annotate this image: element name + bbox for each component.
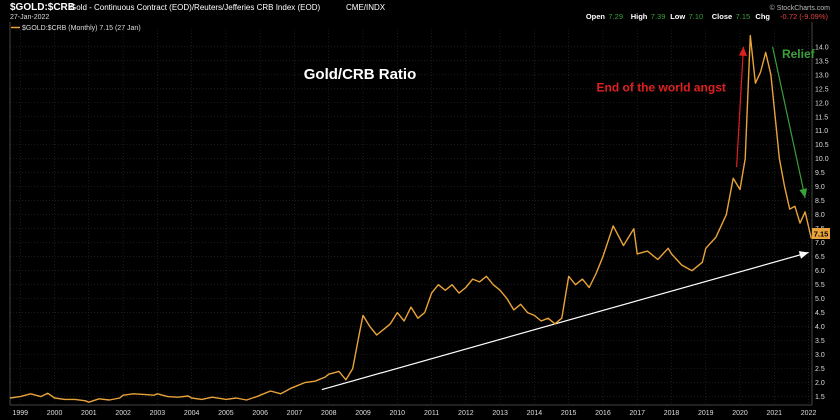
series [9,34,812,403]
x-tick-label: 2012 [458,410,474,417]
stat-value: 7.10 [689,12,704,21]
y-tick-label: 11.0 [815,128,828,135]
y-tick-label: 14.0 [815,44,829,51]
x-tick-label: 2011 [424,410,439,417]
y-tick-label: 13.0 [815,72,829,79]
x-tick-label: 2002 [115,410,131,417]
x-tick-label: 2001 [81,410,97,417]
y-tick-label: 10.5 [815,142,829,149]
y-tick-label: 3.0 [815,352,825,359]
x-tick-label: 2016 [595,410,611,417]
y-tick-label: 7.0 [815,240,825,247]
x-tick-label: 2006 [252,410,268,417]
y-tick-label: 9.0 [815,184,825,191]
y-tick-label: 5.0 [815,296,825,303]
x-tick-label: 1999 [12,410,28,417]
legend-label: $GOLD:$CRB (Monthly) 7.15 (27 Jan) [22,25,141,32]
y-axis: 1.52.02.53.03.54.04.55.05.56.06.57.07.58… [815,44,829,401]
y-tick-label: 6.5 [815,254,825,261]
watermark-label: © StockCharts.com [770,4,831,12]
y-tick-label: 8.5 [815,198,825,205]
y-tick-label: 4.5 [815,310,825,317]
x-tick-label: 2013 [492,410,508,417]
x-tick-label: 2017 [629,410,645,417]
arrow-head [799,188,808,198]
x-tick-label: 2021 [767,410,783,417]
y-tick-label: 11.5 [815,114,828,121]
x-tick-label: 2008 [321,410,337,417]
y-tick-label: 1.5 [815,394,825,401]
stat-label: Close [712,12,732,21]
arrows [321,46,809,391]
y-tick-label: 12.5 [815,86,829,93]
y-tick-label: 2.5 [815,366,825,373]
arrow-line [321,251,809,391]
annotation-label: Relief [782,47,816,61]
x-tick-label: 2004 [184,410,200,417]
y-tick-label: 8.0 [815,212,825,219]
y-tick-label: 5.5 [815,282,825,289]
x-tick-label: 2015 [561,410,577,417]
chart-title: Gold/CRB Ratio [304,66,417,83]
x-tick-label: 2018 [664,410,680,417]
x-tick-label: 2000 [47,410,63,417]
arrow-head [738,46,747,57]
y-tick-label: 3.5 [815,338,825,345]
ohlc-stats: -0.72 (-9.09%) Chg 7.15 Close 7.10 Low 7.39Hig… [586,12,829,21]
annotation-label: End of the world angst [597,81,726,95]
x-tick-label: 2009 [355,410,371,417]
y-tick-label: 10.0 [815,156,829,163]
x-tick-label: 2005 [218,410,234,417]
x-tick-label: 2010 [390,410,406,417]
arrow-line [771,46,806,199]
stat-value: 7.15 [736,12,751,21]
stat-label: High [631,12,648,21]
description-label: Gold - Continuous Contract (EOD)/Reuters… [70,3,321,12]
x-axis: 1999 2000 2001 2002 2003 2004 2005 2006 2007 2008… [12,410,816,417]
y-tick-label: 4.0 [815,324,825,331]
y-tick-label: 13.5 [815,58,829,65]
annotations: End of the world angst Relief [597,47,816,95]
y-tick-label: 6.0 [815,268,825,275]
y-tick-label: 2.0 [815,380,825,387]
stat-value: 7.39 [651,12,666,21]
last-value-box [812,228,830,239]
y-tick-label: 12.0 [815,100,829,107]
arrow-head [798,251,809,259]
arrow-line [735,46,745,168]
symbol-label: $GOLD:$CRB [10,2,75,13]
stat-value: 7.29 [608,12,623,21]
x-tick-label: 2014 [527,410,543,417]
x-tick-label: 2019 [698,410,714,417]
x-tick-label: 2003 [150,410,166,417]
x-tick-label: 2022 [801,410,817,417]
stat-label: Chg [755,12,770,21]
grid [10,30,812,405]
x-tick-label: 2020 [732,410,748,417]
ratio-line [9,34,812,403]
y-tick-label: 9.5 [815,170,825,177]
stat-label: Open [586,12,606,21]
last-value-label: 7.15 [814,230,829,239]
x-tick-label: 2007 [287,410,303,417]
exchange-label: CME/INDX [346,3,386,12]
stat-value: -0.72 (-9.09%) [780,12,828,21]
date-label: 27-Jan-2022 [10,14,49,21]
stat-label: Low [670,12,685,21]
